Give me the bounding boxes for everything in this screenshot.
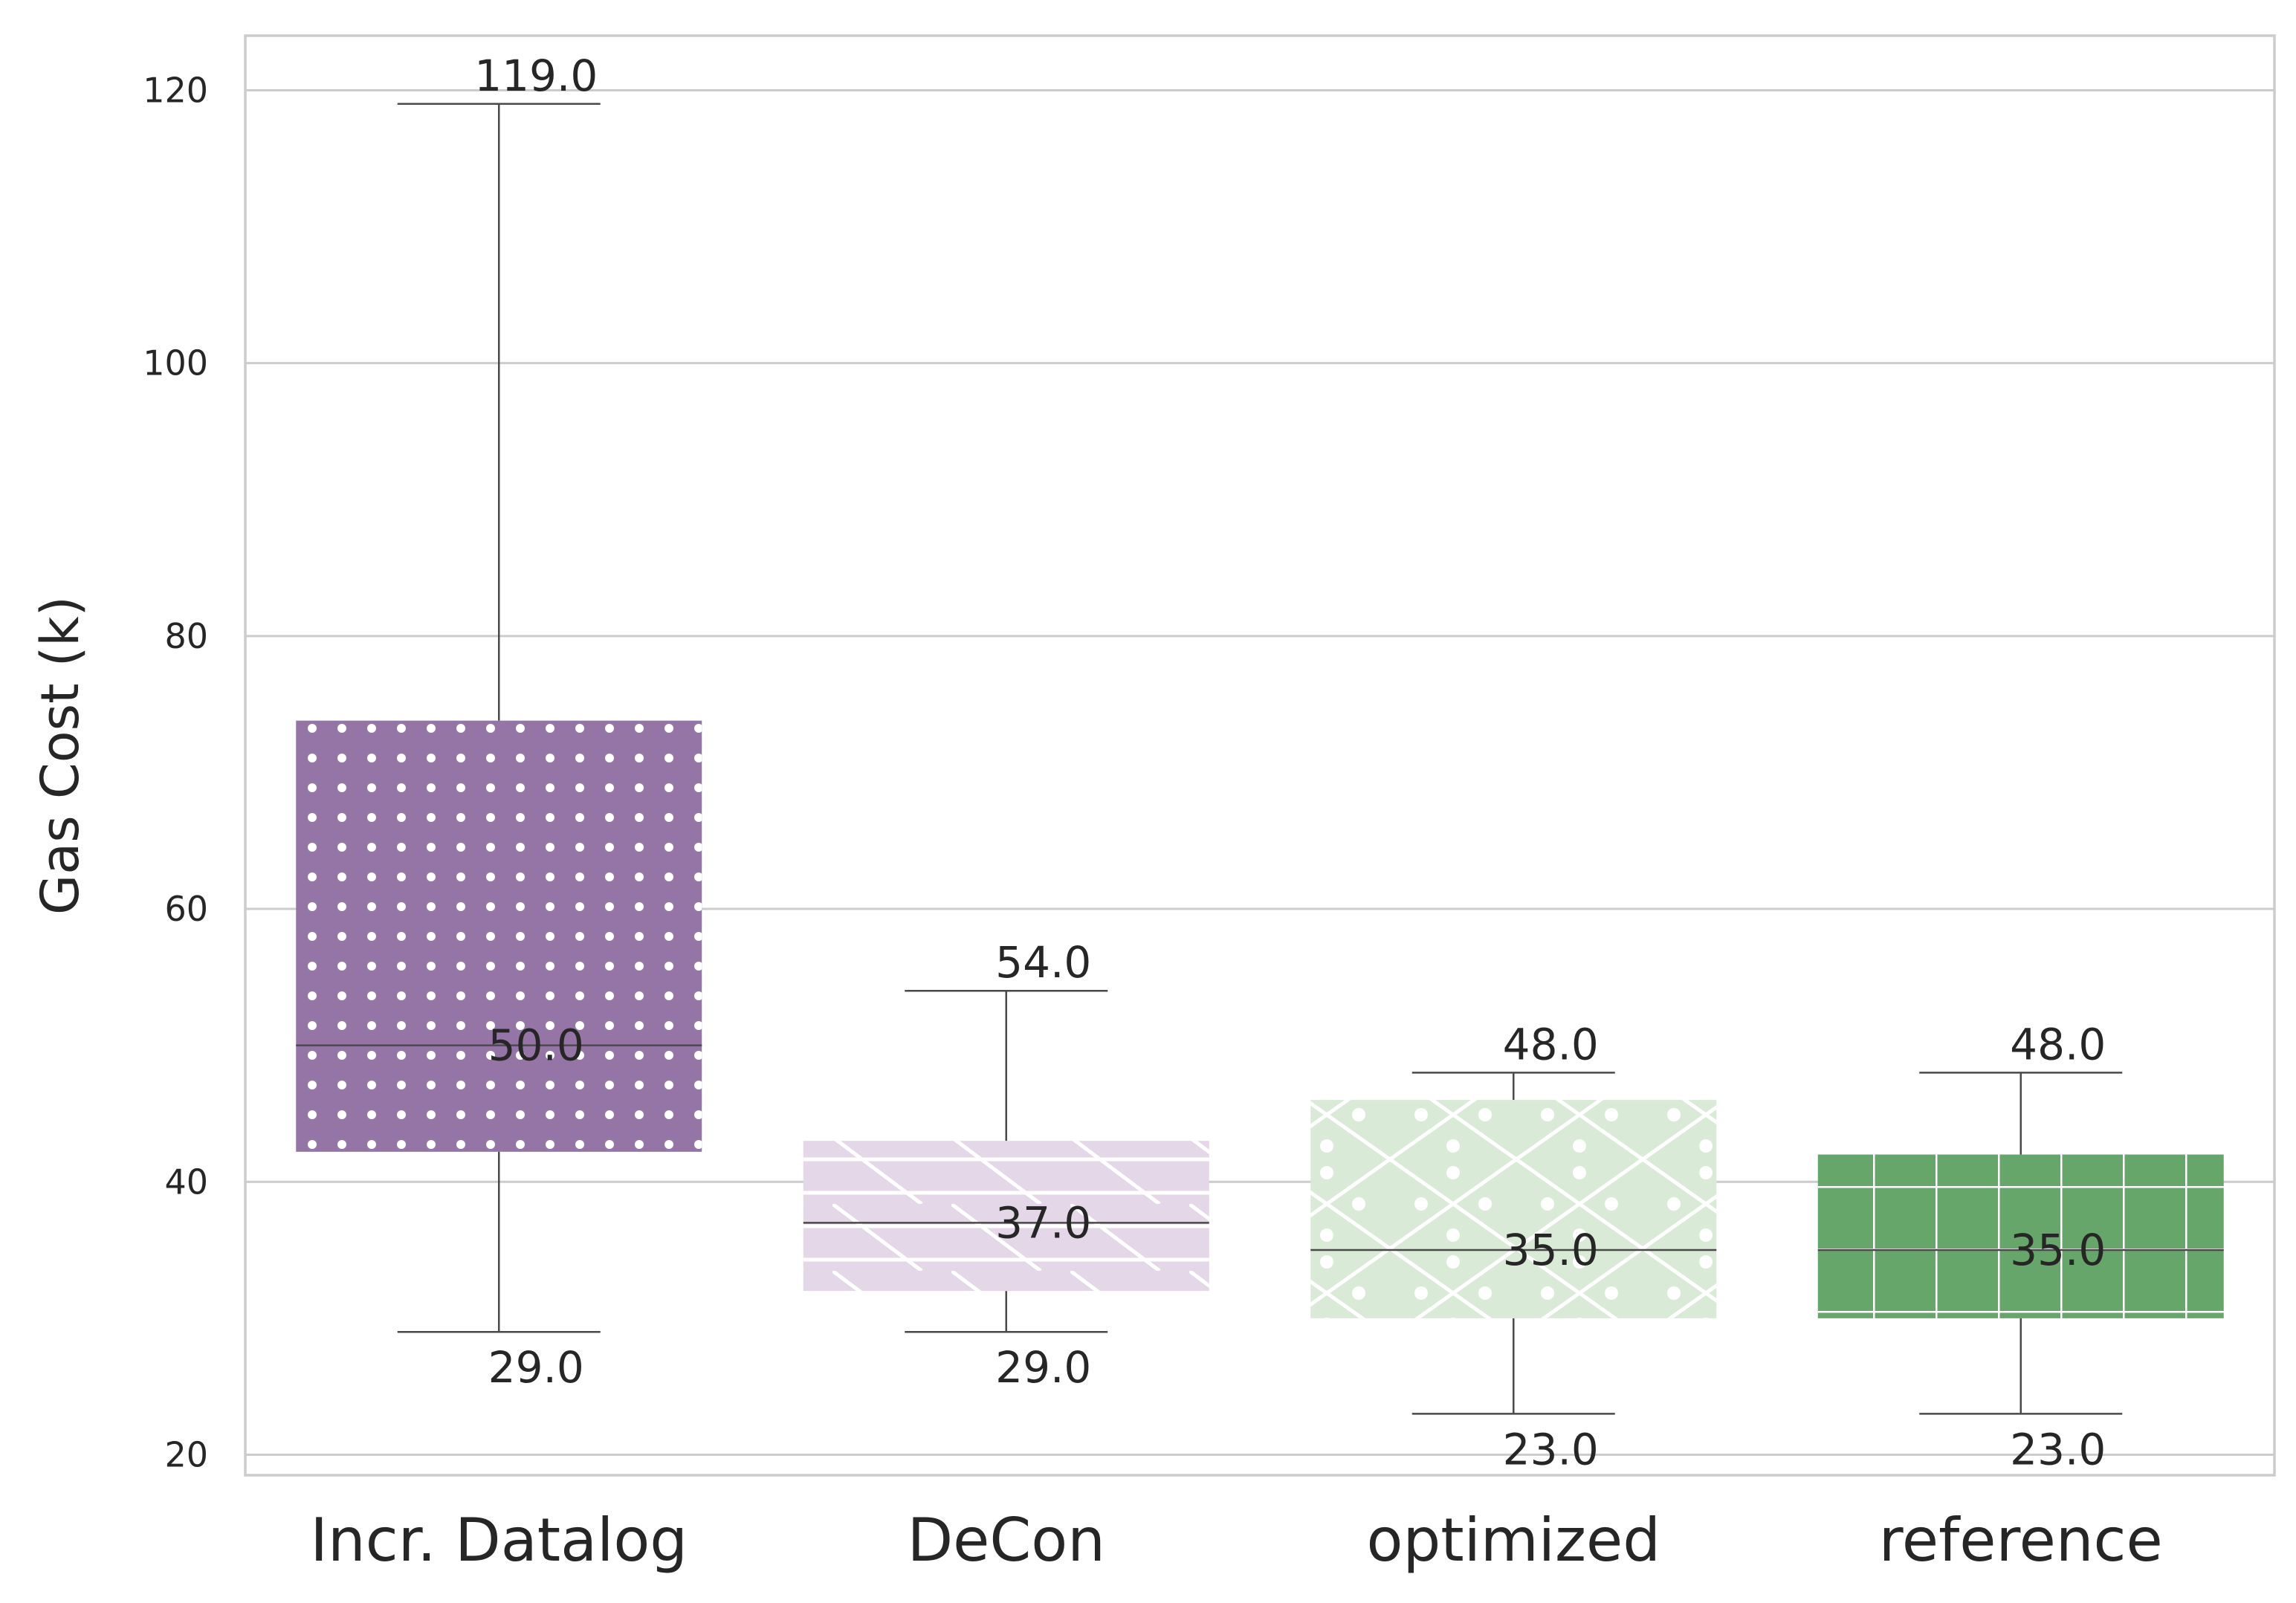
box-incr-datalog <box>296 103 702 1333</box>
y-axis-title: Gas Cost (k) <box>30 596 91 915</box>
x-category-label: Incr. Datalog <box>310 1506 688 1575</box>
y-tick-label: 80 <box>164 616 208 656</box>
x-category-label: DeCon <box>908 1506 1105 1575</box>
whisker-high-label: 54.0 <box>995 937 1091 988</box>
median-label: 50.0 <box>488 1020 584 1071</box>
whisker-low-label: 23.0 <box>1503 1424 1599 1474</box>
boxes <box>296 103 2224 1415</box>
plot-frame <box>244 34 2276 1477</box>
box-decon <box>803 989 1209 1333</box>
y-tick-label: 100 <box>143 343 208 383</box>
y-tick-label: 60 <box>164 889 208 929</box>
box-pattern <box>1310 1100 1717 1318</box>
whisker-high-label: 48.0 <box>2010 1019 2106 1069</box>
whisker-low-label: 29.0 <box>995 1342 1091 1393</box>
y-tick-label: 40 <box>164 1162 208 1202</box>
labels: 20 40 60 80 100 120 Gas Cost (k) 119.0 50.0 29.0 I… <box>30 51 2163 1575</box>
median-label: 35.0 <box>2010 1225 2106 1275</box>
x-category-label: optimized <box>1367 1506 1660 1575</box>
box-reference <box>1817 1072 2224 1415</box>
y-tick-label: 120 <box>143 70 208 110</box>
x-category-label: reference <box>1879 1506 2163 1575</box>
box-pattern <box>296 720 702 1152</box>
median-label: 35.0 <box>1503 1225 1599 1275</box>
box-pattern <box>803 1141 1209 1292</box>
y-tick-label: 20 <box>164 1434 208 1474</box>
whisker-low-label: 23.0 <box>2010 1424 2106 1474</box>
box-optimized <box>1310 1072 1717 1415</box>
whisker-low-label: 29.0 <box>488 1342 584 1393</box>
whisker-high-label: 119.0 <box>474 51 598 101</box>
frame-rect <box>244 34 2276 1477</box>
box-pattern <box>1817 1154 2224 1318</box>
median-label: 37.0 <box>995 1197 1091 1248</box>
whisker-high-label: 48.0 <box>1503 1019 1599 1069</box>
